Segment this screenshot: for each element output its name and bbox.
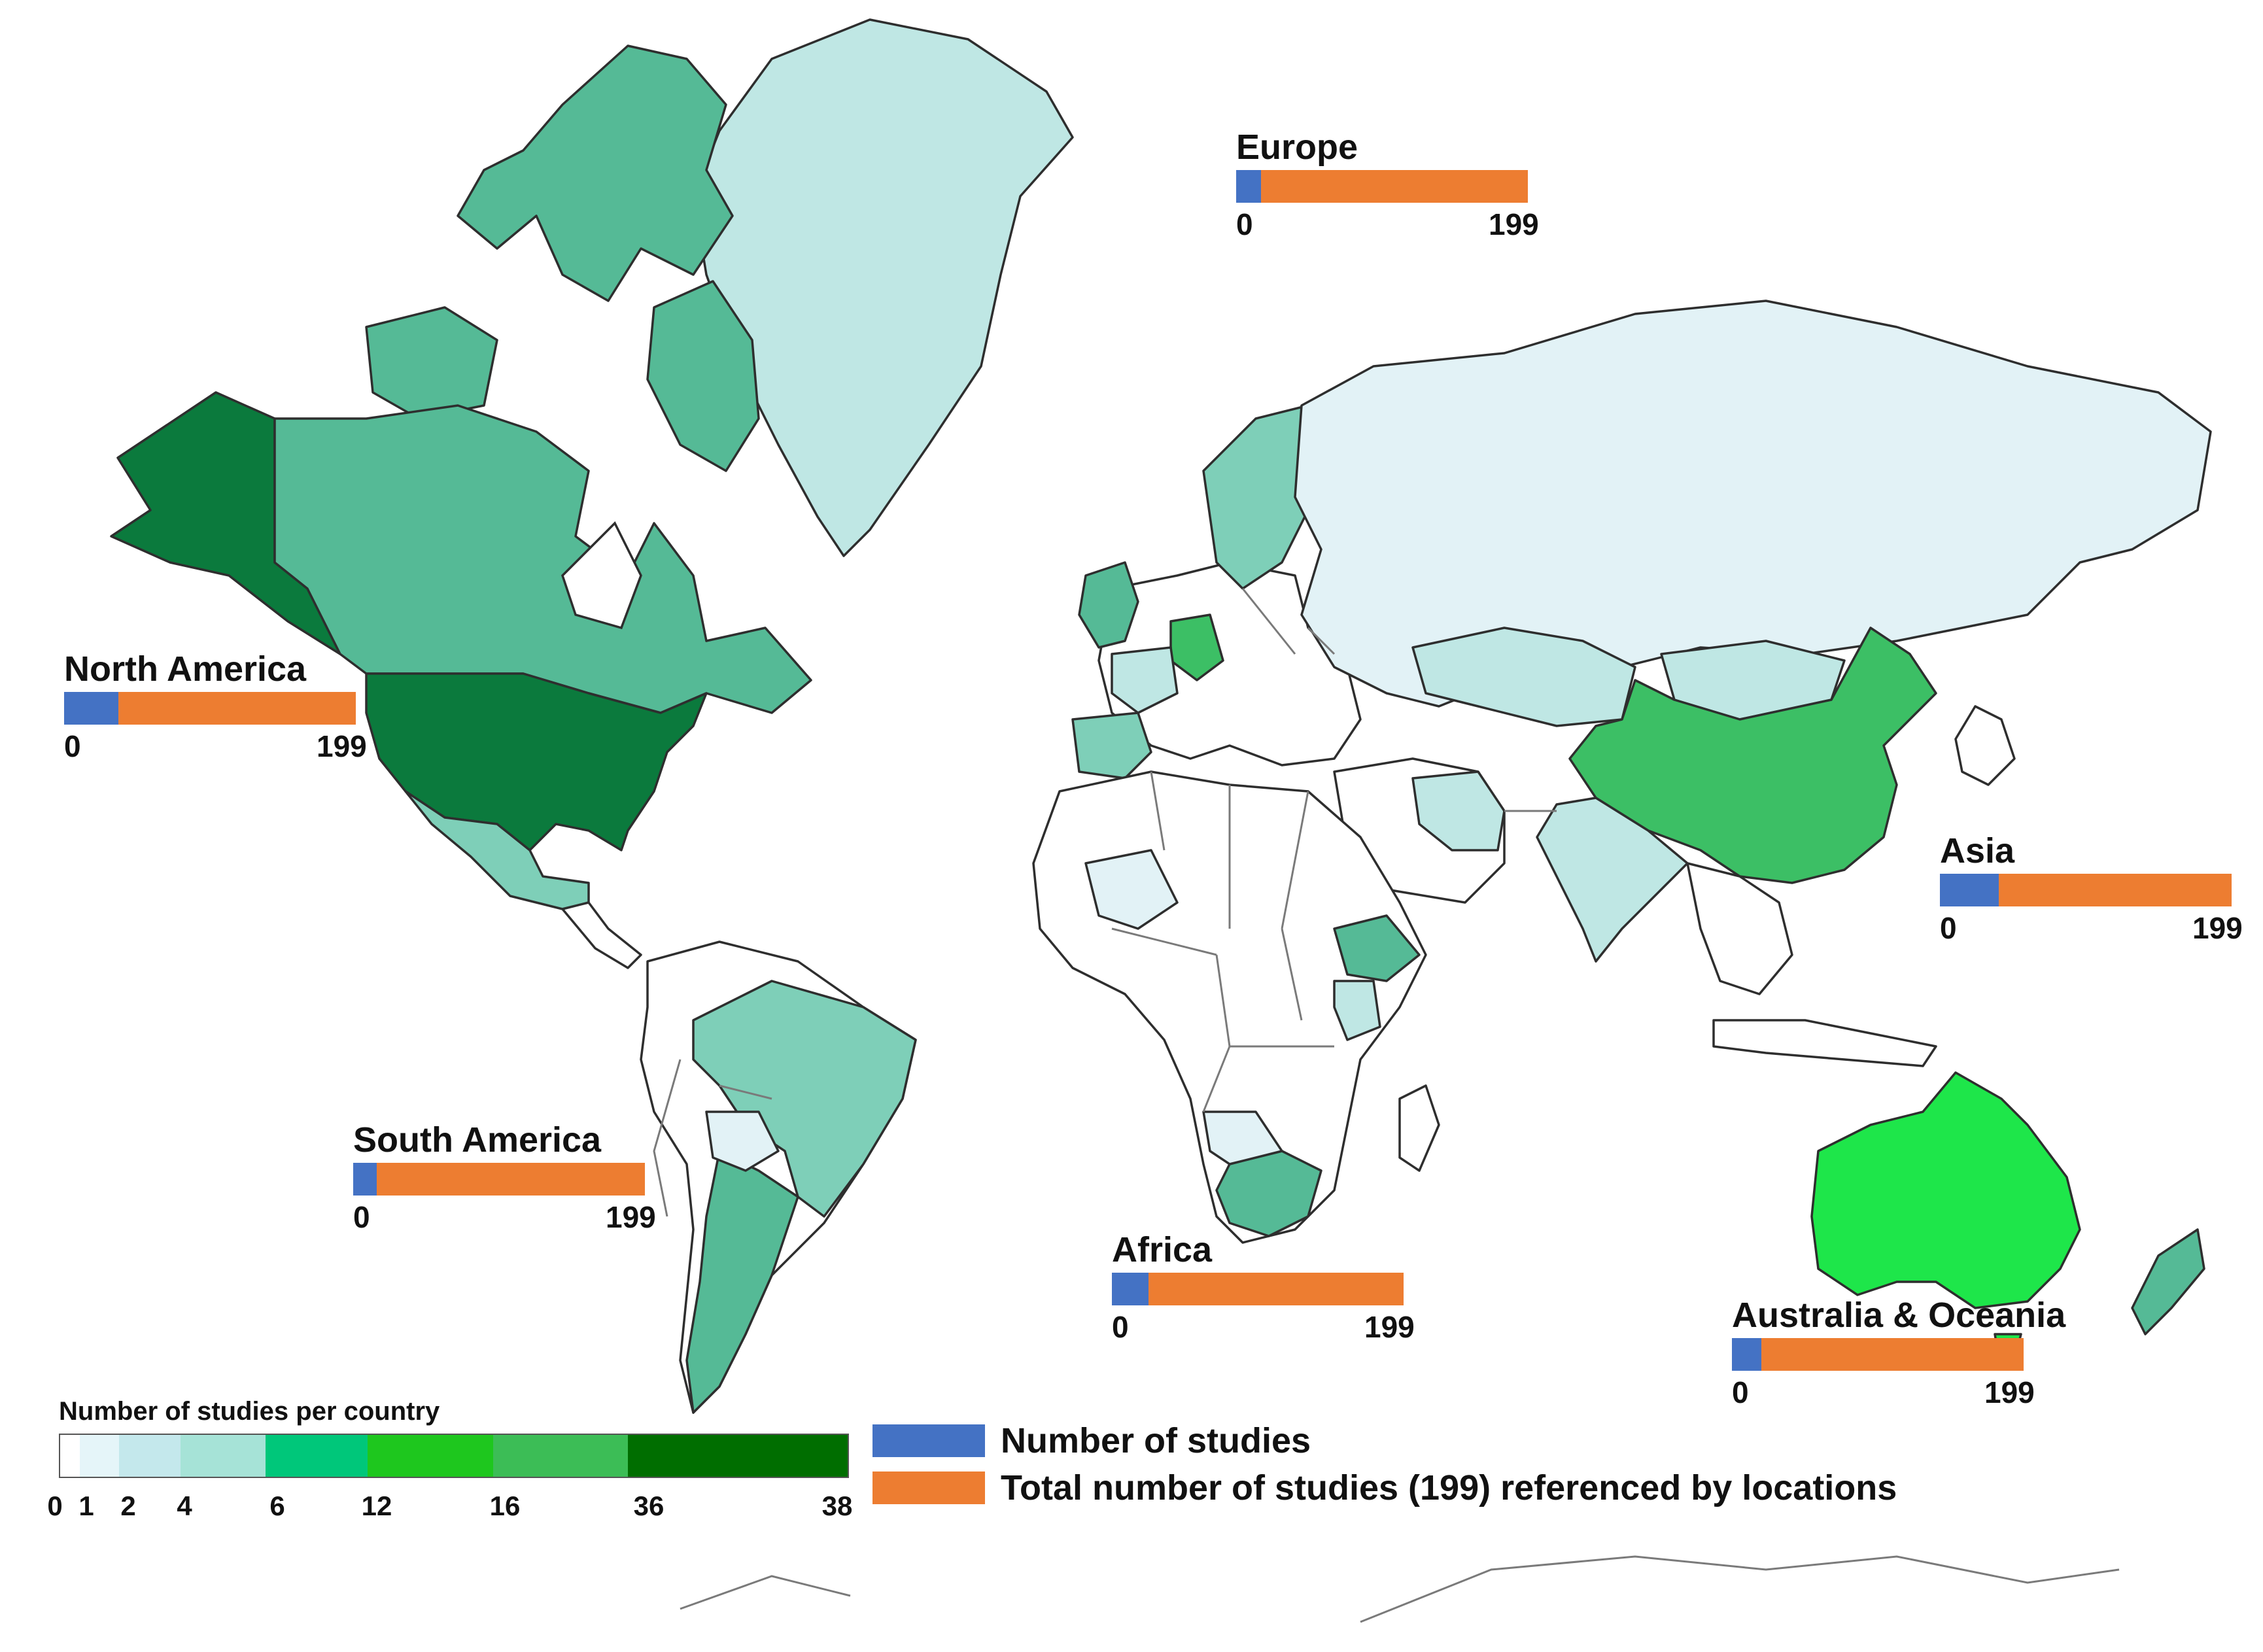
indonesia <box>1712 1019 1937 1067</box>
legend-swatch-blue <box>872 1424 985 1457</box>
canada <box>273 404 812 714</box>
scale-segment-7 <box>628 1435 848 1477</box>
total-studies-bar <box>1236 170 1528 203</box>
scale-segment-0 <box>60 1435 80 1477</box>
iran <box>1411 770 1506 852</box>
south-africa <box>1215 1150 1322 1237</box>
scale-segment-2 <box>119 1435 181 1477</box>
hudson-bay <box>561 521 642 630</box>
greenland <box>692 18 1074 557</box>
bar-min-label: 0 <box>1732 1375 1749 1409</box>
bar-max-label: 199 <box>2192 911 2243 945</box>
scale-tick: 38 <box>821 1490 853 1521</box>
bar-max-label: 199 <box>317 729 367 763</box>
scale-tick: 12 <box>361 1490 392 1521</box>
scale-segment-6 <box>493 1435 628 1477</box>
scale-bar <box>59 1434 849 1478</box>
bolivia <box>705 1110 780 1172</box>
bar-max-label: 199 <box>1489 207 1539 241</box>
mexico <box>404 790 590 910</box>
japan <box>1954 705 2016 786</box>
region-studies-bar <box>1732 1338 1761 1371</box>
scale-tick: 6 <box>269 1490 285 1521</box>
france <box>1111 646 1179 714</box>
ethiopia <box>1333 914 1421 982</box>
central-america <box>561 901 642 969</box>
scale-tick: 36 <box>633 1490 665 1521</box>
madagascar <box>1398 1084 1440 1172</box>
country-borders <box>719 588 1557 1112</box>
scale-tick: 4 <box>177 1490 192 1521</box>
india <box>1536 797 1689 963</box>
scale-tick: 1 <box>78 1490 94 1521</box>
scale-segment-1 <box>80 1435 119 1477</box>
total-studies-bar <box>1112 1273 1404 1305</box>
bar-max-label: 199 <box>606 1200 656 1234</box>
bar-max-label: 199 <box>1984 1375 2035 1409</box>
uk <box>1078 561 1139 649</box>
scale-segment-4 <box>266 1435 368 1477</box>
new-zealand <box>2131 1228 2205 1335</box>
kenya <box>1333 980 1381 1041</box>
bar-min-label: 0 <box>353 1200 370 1234</box>
west-africa <box>1084 849 1179 930</box>
bar-min-label: 0 <box>64 729 81 763</box>
region-title: North America <box>64 649 307 689</box>
region-title: Asia <box>1940 831 2015 870</box>
region-title: Europe <box>1236 128 1358 167</box>
scale-tick: 0 <box>47 1490 63 1521</box>
total-studies-bar <box>353 1163 645 1196</box>
legend-label: Number of studies <box>1001 1421 1311 1460</box>
legend-label: Total number of studies (199) referenced… <box>1001 1468 1897 1507</box>
region-studies-bar <box>64 692 118 725</box>
bar-min-label: 0 <box>1236 207 1253 241</box>
scale-segment-5 <box>368 1435 493 1477</box>
botswana-namibia <box>1202 1110 1283 1165</box>
baffin-island <box>646 280 760 472</box>
bar-max-label: 199 <box>1364 1310 1415 1344</box>
legend-swatch-orange <box>872 1471 985 1504</box>
total-studies-bar <box>1940 874 2232 906</box>
alaska <box>110 391 341 655</box>
region-title: Africa <box>1112 1230 1213 1269</box>
scale-tick: 2 <box>120 1490 136 1521</box>
iberia <box>1071 712 1152 780</box>
scale-title: Number of studies per country <box>59 1397 440 1426</box>
total-studies-bar <box>64 692 356 725</box>
region-title: South America <box>353 1120 602 1160</box>
arctic-islands <box>457 44 734 302</box>
southeast-asia <box>1686 862 1793 995</box>
argentina <box>685 1150 799 1414</box>
region-studies-bar <box>353 1163 377 1196</box>
australia <box>1810 1071 2081 1309</box>
region-title: Australia & Oceania <box>1732 1296 2066 1335</box>
region-studies-bar <box>1112 1273 1149 1305</box>
scale-tick: 16 <box>489 1490 521 1521</box>
china <box>1568 627 1937 884</box>
bar-min-label: 0 <box>1940 911 1957 945</box>
russia <box>1294 300 2212 708</box>
bar-min-label: 0 <box>1112 1310 1129 1344</box>
victoria-island <box>365 306 498 420</box>
scale-segment-3 <box>181 1435 266 1477</box>
region-studies-bar <box>1236 170 1261 203</box>
total-studies-bar <box>1732 1338 2024 1371</box>
south-lat-line <box>653 1059 682 1217</box>
region-studies-bar <box>1940 874 1999 906</box>
antarctic-edge <box>680 1555 2120 1623</box>
